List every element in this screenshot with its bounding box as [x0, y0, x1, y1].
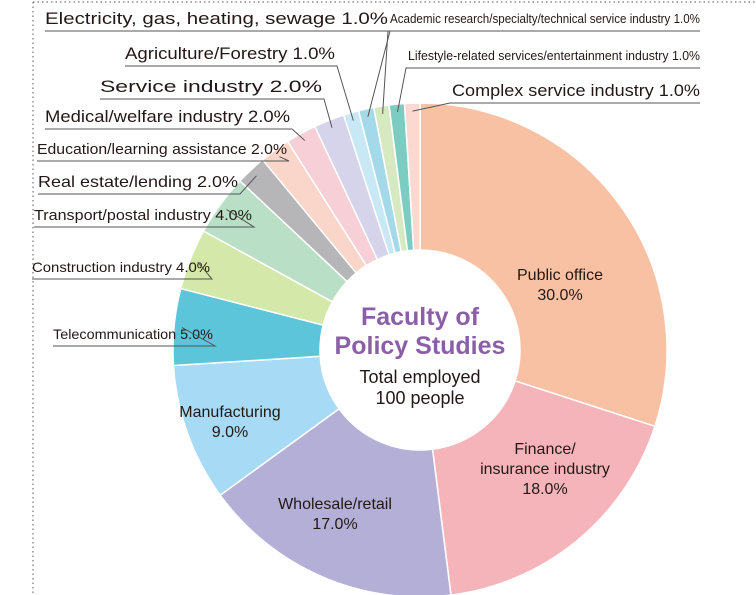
slice — [419, 102, 668, 428]
leader-line — [38, 175, 257, 195]
leader-line — [412, 102, 700, 112]
text-line: Wholesale/retail — [278, 496, 392, 513]
text-line: Finance/ — [514, 441, 576, 458]
leader-line — [100, 98, 333, 128]
outside-label: Real estate/lending 2.0% — [38, 174, 238, 191]
label-value: 5.0% — [180, 326, 213, 342]
label-value: 1.0% — [659, 81, 700, 100]
slice — [219, 407, 452, 595]
outside-label: Telecommunication 5.0% — [53, 326, 213, 342]
leader-line — [32, 261, 214, 280]
outside-label: Electricity, gas, heating, sewage 1.0% — [45, 9, 388, 28]
leader-line — [382, 30, 700, 114]
outside-label: Education/learning assistance 2.0% — [37, 141, 287, 158]
label-value: 4.0% — [215, 207, 252, 224]
leader-line — [37, 156, 290, 162]
outside-label: Medical/welfare industry 2.0% — [45, 107, 290, 126]
label-name: Service industry — [100, 77, 270, 96]
label-name: Complex service industry — [452, 81, 659, 100]
slice-label: Manufacturing — [179, 404, 280, 421]
label-name: Electricity, gas, heating, sewage — [45, 9, 341, 28]
leader-line — [53, 327, 217, 347]
slice-value: 17.0% — [312, 516, 357, 533]
outside-label: Construction industry 4.0% — [32, 259, 210, 275]
label-value: 2.0% — [251, 141, 287, 158]
slice-label: Public office — [517, 267, 603, 284]
label-value: 1.0% — [674, 11, 701, 26]
leader-line — [34, 209, 256, 228]
text-line: 100 people — [375, 388, 464, 408]
label-name: Academic research/specialty/technical se… — [390, 11, 674, 26]
slice-value: 18.0% — [522, 481, 567, 498]
label-value: 1.0% — [293, 44, 335, 63]
outside-label: Agriculture/Forestry 1.0% — [125, 44, 335, 63]
label-name: Transport/postal industry — [34, 207, 215, 224]
text-line: Faculty of — [361, 303, 480, 331]
text-line: Total employed — [359, 367, 480, 387]
slice-label: Wholesale/retail — [278, 496, 392, 513]
label-value: 4.0% — [176, 259, 210, 275]
leader-line — [45, 128, 306, 141]
center-title: Faculty of Policy Studies — [335, 303, 506, 360]
outside-label: Lifestyle-related services/entertainment… — [408, 48, 700, 63]
label-name: Agriculture/Forestry — [125, 44, 293, 63]
slice-label: Finance/insurance industry — [480, 441, 610, 478]
slice — [431, 379, 656, 595]
slice-value: 30.0% — [537, 287, 582, 304]
label-value: 2.0% — [248, 107, 290, 126]
text-line: Manufacturing — [179, 404, 280, 421]
leader-line — [125, 65, 354, 121]
slice — [403, 102, 421, 251]
label-name: Medical/welfare industry — [45, 107, 248, 126]
label-name: Lifestyle-related services/entertainment… — [408, 48, 672, 63]
outside-label: Complex service industry 1.0% — [452, 81, 700, 100]
outside-label: Transport/postal industry 4.0% — [34, 207, 252, 224]
center-subtitle: Total employed 100 people — [359, 367, 480, 408]
text-line: Policy Studies — [335, 332, 506, 360]
text-line: insurance industry — [480, 461, 610, 478]
label-name: Construction industry — [32, 259, 176, 275]
text-line: Public office — [517, 267, 603, 284]
label-name: Telecommunication — [53, 326, 180, 342]
label-value: 2.0% — [270, 77, 322, 96]
label-name: Education/learning assistance — [37, 141, 251, 158]
slice-value: 9.0% — [212, 424, 248, 441]
leader-line — [397, 67, 700, 113]
label-name: Real estate/lending — [38, 174, 197, 191]
label-value: 2.0% — [197, 174, 238, 191]
outside-label: Service industry 2.0% — [100, 77, 322, 96]
label-value: 1.0% — [672, 48, 700, 63]
label-value: 1.0% — [341, 9, 388, 28]
outside-label: Academic research/specialty/technical se… — [390, 11, 700, 26]
